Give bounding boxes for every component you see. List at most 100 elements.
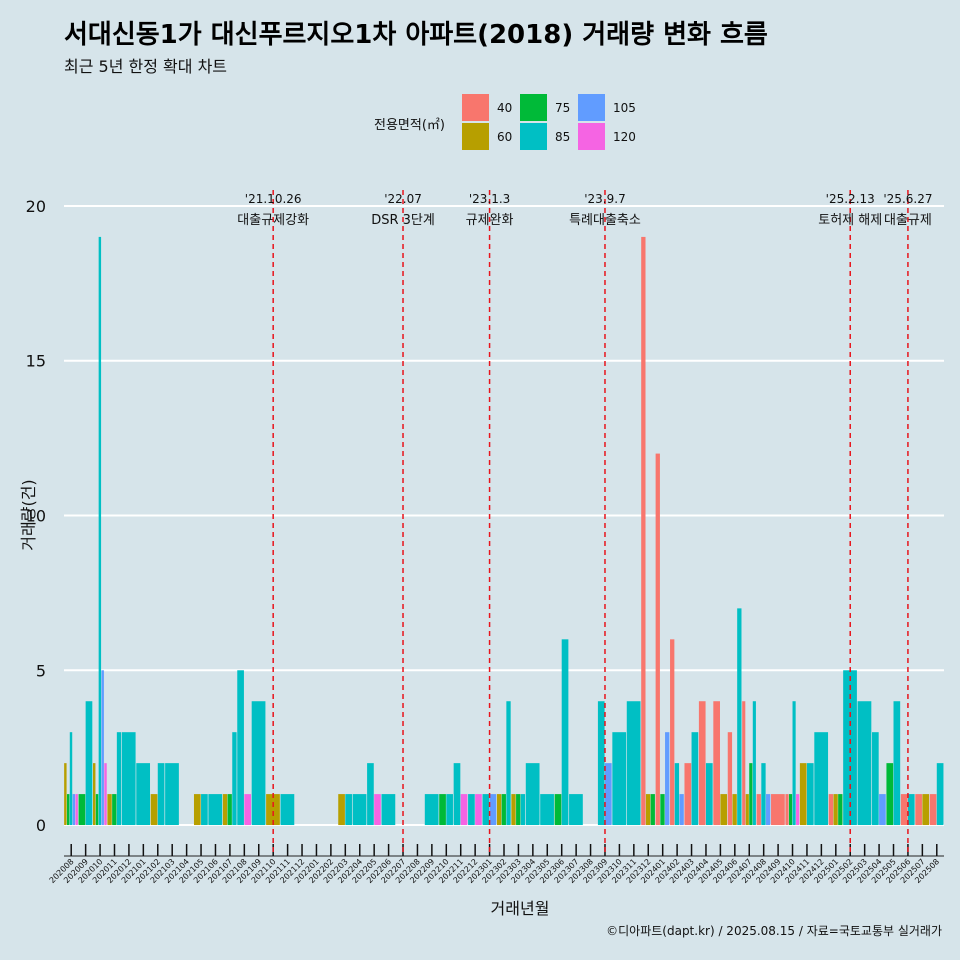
chart-title: 서대신동1가 대신푸르지오1차 아파트(2018) 거래량 변화 흐름 [64, 20, 768, 50]
event-date: '22.07 [384, 192, 422, 206]
bar-85-202210 [446, 794, 453, 826]
bar-60-202203 [338, 794, 345, 826]
bar-85-202008 [69, 732, 73, 826]
bar-60-202008 [64, 763, 67, 826]
bar-40-202410 [785, 794, 789, 826]
bar-60-202107 [222, 794, 228, 826]
bar-60-202102 [150, 794, 158, 826]
bar-60-202011 [107, 794, 112, 826]
bar-40-202406 [727, 732, 733, 826]
bar-85-202408 [761, 763, 766, 826]
bar-40-202312 [641, 236, 646, 826]
legend-title: 전용면적(㎡) [374, 118, 445, 133]
y-tick-label: 5 [36, 661, 46, 680]
bar-85-202309 [597, 701, 605, 826]
bar-85-202105 [201, 794, 208, 826]
legend-key-60 [462, 123, 489, 150]
bar-60-202110 [266, 794, 280, 826]
bar-85-202204 [352, 794, 367, 826]
bar-75-202302 [501, 794, 506, 826]
bar-85-202305 [540, 794, 554, 826]
bar-60-202507 [922, 794, 930, 826]
bar-85-202101 [136, 763, 151, 826]
bar-105-202008 [72, 794, 76, 826]
bar-75-202306 [554, 794, 562, 826]
bar-85-202303 [520, 794, 526, 826]
bar-85-202311 [626, 701, 641, 826]
bar-75-202505 [886, 763, 894, 826]
bar-60-202105 [193, 794, 201, 826]
bar-120-202108 [244, 794, 251, 826]
bar-105-202402 [679, 794, 684, 826]
event-label: 토허제 해제 [818, 213, 882, 228]
y-tick-label: 10 [26, 507, 46, 526]
event-date: '25.6.27 [883, 192, 932, 206]
bar-85-202412 [814, 732, 829, 826]
bar-85-202205 [367, 763, 374, 826]
bar-85-202306 [561, 639, 569, 826]
bar-120-202008 [75, 794, 78, 826]
event-date: '23.9.7 [584, 192, 625, 206]
legend-label: 105 [613, 101, 636, 115]
bar-85-202506 [907, 794, 915, 826]
y-tick-label: 15 [26, 352, 46, 371]
bar-105-202504 [879, 794, 886, 826]
bar-75-202501 [838, 794, 843, 826]
chart-caption: ©디아파트(dapt.kr) / 2025.08.15 / 자료=국토교통부 실… [606, 924, 942, 938]
bar-105-202010 [101, 670, 104, 826]
bar-85-202109 [251, 701, 266, 826]
bar-105-202408 [766, 794, 771, 826]
bar-85-202009 [85, 701, 93, 826]
bar-40-202507 [915, 794, 922, 826]
y-tick-label: 0 [36, 816, 46, 835]
bar-40-202508 [929, 794, 937, 826]
x-axis-title: 거래년월 [491, 899, 550, 918]
bar-75-202009 [78, 794, 86, 826]
bar-85-202404 [705, 763, 713, 826]
bar-85-202504 [872, 732, 879, 826]
bar-40-202408 [756, 794, 761, 826]
bar-85-202304 [525, 763, 540, 826]
bar-85-202011 [116, 732, 122, 826]
bar-85-202503 [857, 701, 872, 826]
bar-60-202302 [496, 794, 502, 826]
bar-85-202102 [157, 763, 165, 826]
bar-85-202502 [843, 670, 857, 826]
bar-75-202407 [749, 763, 753, 826]
bar-85-202107 [232, 732, 237, 826]
bar-75-202410 [788, 794, 793, 826]
bar-75-202011 [112, 794, 117, 826]
bar-85-202310 [612, 732, 627, 826]
bar-85-202108 [237, 670, 244, 826]
legend-label: 60 [497, 130, 512, 144]
legend-key-120 [578, 123, 605, 150]
event-date: '25.2.13 [826, 192, 875, 206]
legend-label: 120 [613, 130, 636, 144]
bar-60-202406 [732, 794, 737, 826]
legend-label: 75 [555, 101, 570, 115]
bar-85-202212 [468, 794, 475, 826]
event-label: 대출규제 [884, 213, 932, 228]
bar-75-202312 [650, 794, 655, 826]
legend-label: 40 [497, 101, 512, 115]
bar-85-202111 [280, 794, 295, 826]
bar-40-202409 [771, 794, 785, 826]
bar-75-202401 [660, 794, 665, 826]
bar-85-202307 [569, 794, 583, 826]
event-label: 규제완화 [466, 213, 514, 228]
bar-75-202107 [227, 794, 232, 826]
y-axis-title: 거래량(건) [19, 479, 38, 550]
bar-85-202410 [792, 701, 796, 826]
bar-105-202401 [665, 732, 670, 826]
bar-60-202405 [720, 794, 728, 826]
bar-85-202508 [936, 763, 944, 826]
bar-40-202506 [900, 794, 908, 826]
legend-key-85 [520, 123, 547, 150]
bar-120-202212 [475, 794, 482, 826]
bar-40-202401 [655, 453, 660, 826]
bar-60-202312 [645, 794, 651, 826]
bar-85-202301 [482, 794, 490, 826]
y-tick-label: 20 [26, 197, 46, 216]
bar-120-202211 [460, 794, 468, 826]
bar-75-202210 [439, 794, 446, 826]
